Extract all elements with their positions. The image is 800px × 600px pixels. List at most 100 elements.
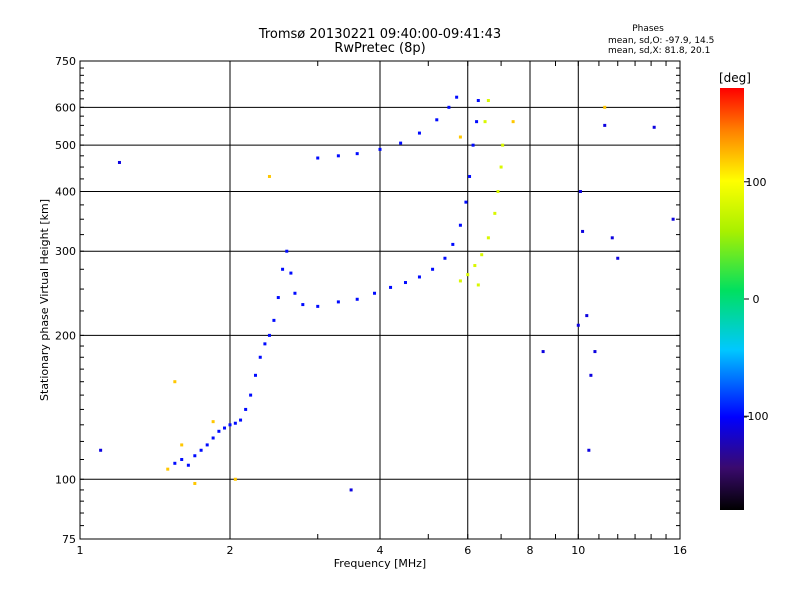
data-point [267, 174, 271, 178]
data-point [233, 421, 237, 425]
data-point [253, 373, 257, 377]
data-point [233, 477, 237, 481]
y-axis-ticks: 75 100 200 300 400 500 600 750 [55, 55, 680, 546]
data-point [199, 448, 203, 452]
data-point [652, 125, 656, 129]
stats-o-line: mean, sd,O: -97.9, 14.5 [608, 36, 714, 46]
data-point [493, 211, 497, 215]
data-point [223, 426, 227, 430]
data-point [349, 488, 353, 492]
data-point [239, 418, 243, 422]
data-point [180, 443, 184, 447]
data-point [476, 283, 480, 287]
y-tick-label: 400 [55, 185, 76, 198]
data-point [455, 95, 459, 99]
y-tick-label: 75 [62, 533, 76, 546]
y-tick-label: 750 [55, 55, 76, 68]
data-point [458, 135, 462, 139]
data-point [211, 436, 215, 440]
stats-header: Phases [632, 24, 664, 34]
data-point [403, 281, 407, 285]
y-tick-label: 200 [55, 329, 76, 342]
x-tick-label: 4 [377, 544, 384, 557]
colorbar-ticks: 100 0 -100 [744, 176, 769, 423]
data-point [301, 303, 305, 307]
data-point [244, 407, 248, 411]
data-point [263, 342, 267, 346]
data-point [616, 256, 620, 260]
x-tick-label: 8 [527, 544, 534, 557]
grid [80, 61, 680, 539]
data-point [205, 443, 209, 447]
data-point [173, 380, 177, 384]
data-point [173, 461, 177, 465]
y-tick-label: 600 [55, 101, 76, 114]
data-point [276, 296, 280, 300]
x-axis-ticks: 1 2 4 6 8 10 16 [77, 61, 687, 557]
y-axis-label: Stationary phase Virtual Height [km] [38, 199, 51, 401]
x-tick-label: 16 [673, 544, 687, 557]
data-point [603, 105, 607, 109]
data-point [483, 120, 487, 124]
colorbar-tick-label: -100 [744, 410, 769, 423]
data-point [486, 236, 490, 240]
data-point [228, 423, 232, 427]
data-point [486, 99, 490, 103]
data-point [193, 454, 197, 458]
data-point [399, 141, 403, 145]
data-point [587, 448, 591, 452]
data-point [471, 143, 475, 147]
data-point [117, 160, 121, 164]
data-point [475, 120, 479, 124]
data-point [593, 350, 597, 354]
data-point [499, 165, 503, 169]
data-point [285, 249, 289, 253]
data-point [336, 300, 340, 304]
x-axis-label: Frequency [MHz] [334, 557, 426, 570]
data-point [355, 152, 359, 156]
x-tick-label: 10 [571, 544, 585, 557]
data-point [378, 147, 382, 151]
data-point [316, 156, 320, 160]
data-point [458, 223, 462, 227]
data-point [576, 323, 580, 327]
x-tick-label: 1 [77, 544, 84, 557]
data-point [443, 256, 447, 260]
data-point [585, 314, 589, 318]
data-point [496, 189, 500, 193]
data-point [578, 189, 582, 193]
stats-block: Phases mean, sd,O: -97.9, 14.5 mean, sd,… [608, 24, 714, 56]
data-point [464, 200, 468, 204]
data-point [473, 264, 477, 268]
data-point [258, 355, 262, 359]
colorbar: [deg] 100 0 -100 [719, 71, 768, 510]
data-point [180, 457, 184, 461]
data-point [476, 99, 480, 103]
chart-subtitle: RwPretec (8p) [334, 41, 425, 56]
colorbar-gradient [720, 88, 744, 510]
data-point [293, 291, 297, 295]
data-point [417, 131, 421, 135]
colorbar-tick-label: 0 [753, 293, 760, 306]
data-point [431, 267, 435, 271]
x-tick-label: 6 [464, 544, 471, 557]
colorbar-tick-label: 100 [746, 176, 767, 189]
x-tick-label: 2 [227, 544, 234, 557]
data-point [603, 123, 607, 127]
data-point [249, 393, 253, 397]
data-point [417, 275, 421, 279]
data-point [581, 229, 585, 233]
stats-x-line: mean, sd,X: 81.8, 20.1 [608, 46, 710, 56]
data-point [511, 120, 515, 124]
data-point [589, 373, 593, 377]
data-point [671, 217, 675, 221]
y-tick-label: 500 [55, 139, 76, 152]
chart-title: Tromsø 20130221 09:40:00-09:41:43 [258, 27, 501, 42]
data-point [166, 467, 170, 471]
data-point [451, 242, 455, 246]
y-tick-label: 100 [55, 473, 76, 486]
data-point [272, 318, 276, 322]
data-point [211, 420, 215, 424]
data-point [336, 154, 340, 158]
